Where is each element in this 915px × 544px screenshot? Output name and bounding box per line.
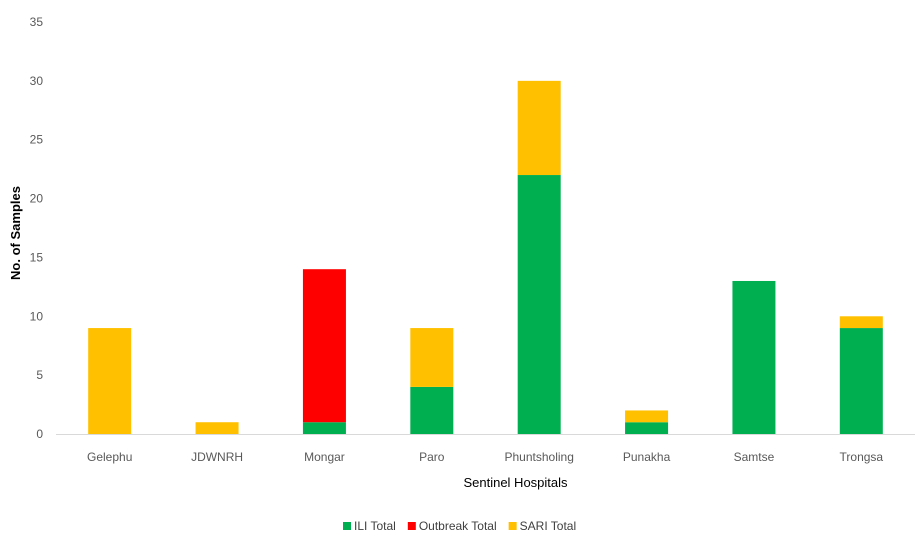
x-tick-label: Gelephu (87, 450, 132, 464)
y-tick-label: 30 (30, 74, 44, 88)
bar-segment (410, 386, 454, 434)
bar-segment (732, 280, 776, 434)
y-axis-title: No. of Samples (8, 186, 23, 280)
x-tick-label: Mongar (304, 450, 345, 464)
bar-segment (625, 410, 669, 423)
y-axis-ticks: 0 5 10 15 20 25 30 35 (30, 15, 44, 441)
y-tick-label: 5 (36, 368, 43, 382)
bar-segment (195, 422, 239, 434)
bar-segment (625, 422, 669, 434)
bar-segment (88, 328, 132, 434)
legend-swatch (407, 522, 416, 530)
legend-label: ILI Total (354, 519, 396, 533)
legend-swatch (343, 522, 351, 530)
y-tick-label: 25 (30, 133, 44, 147)
legend-label: Outbreak Total (419, 519, 497, 533)
bars (88, 80, 883, 434)
bar-segment (302, 422, 346, 434)
x-tick-label: Trongsa (840, 450, 884, 464)
legend: ILI Total Outbreak Total SARI Total (343, 519, 576, 533)
x-tick-label: Phuntsholing (504, 450, 573, 464)
bar-segment (517, 80, 561, 176)
x-tick-label: Punakha (623, 450, 671, 464)
bar-segment (839, 316, 883, 329)
y-tick-label: 10 (30, 309, 44, 323)
x-tick-label: Paro (419, 450, 445, 464)
y-tick-label: 20 (30, 192, 44, 206)
bar-segment (410, 328, 454, 387)
bar-segment (302, 269, 346, 423)
y-tick-label: 0 (36, 427, 43, 441)
x-tick-label: JDWNRH (191, 450, 243, 464)
bar-segment (839, 328, 883, 434)
legend-label: SARI Total (520, 519, 576, 533)
bar-segment (517, 175, 561, 434)
y-tick-label: 15 (30, 250, 44, 264)
legend-swatch (508, 522, 517, 530)
x-axis-ticks: Gelephu JDWNRH Mongar Paro Phuntsholing Punak… (87, 450, 883, 464)
y-tick-label: 35 (30, 15, 44, 29)
x-axis-title: Sentinel Hospitals (463, 475, 568, 490)
x-tick-label: Samtse (734, 450, 775, 464)
